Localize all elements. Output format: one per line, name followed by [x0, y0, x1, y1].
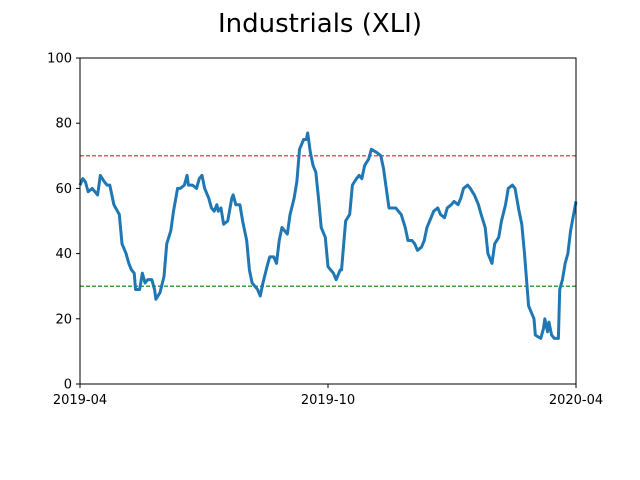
y-tick-label: 20 — [55, 312, 72, 327]
y-tick-label: 60 — [55, 182, 72, 197]
y-tick-label: 40 — [55, 247, 72, 262]
y-tick-label: 0 — [64, 378, 72, 393]
x-tick-label: 2019-10 — [301, 393, 355, 408]
y-axis: 0 20 40 60 80 100 — [47, 52, 80, 393]
x-tick-label: 2019-04 — [53, 393, 107, 408]
series-layer — [78, 131, 578, 340]
reference-lines — [80, 155, 576, 287]
plot-area: 0 20 40 60 80 100 2019-04 2019-10 2020-04 — [47, 52, 603, 409]
y-tick-label: 80 — [55, 117, 72, 132]
series-line — [78, 131, 578, 340]
x-axis: 2019-04 2019-10 2020-04 — [53, 384, 603, 408]
chart-title: Industrials (XLI) — [218, 9, 422, 39]
x-tick-label: 2020-04 — [549, 393, 603, 408]
y-tick-label: 100 — [47, 52, 72, 67]
